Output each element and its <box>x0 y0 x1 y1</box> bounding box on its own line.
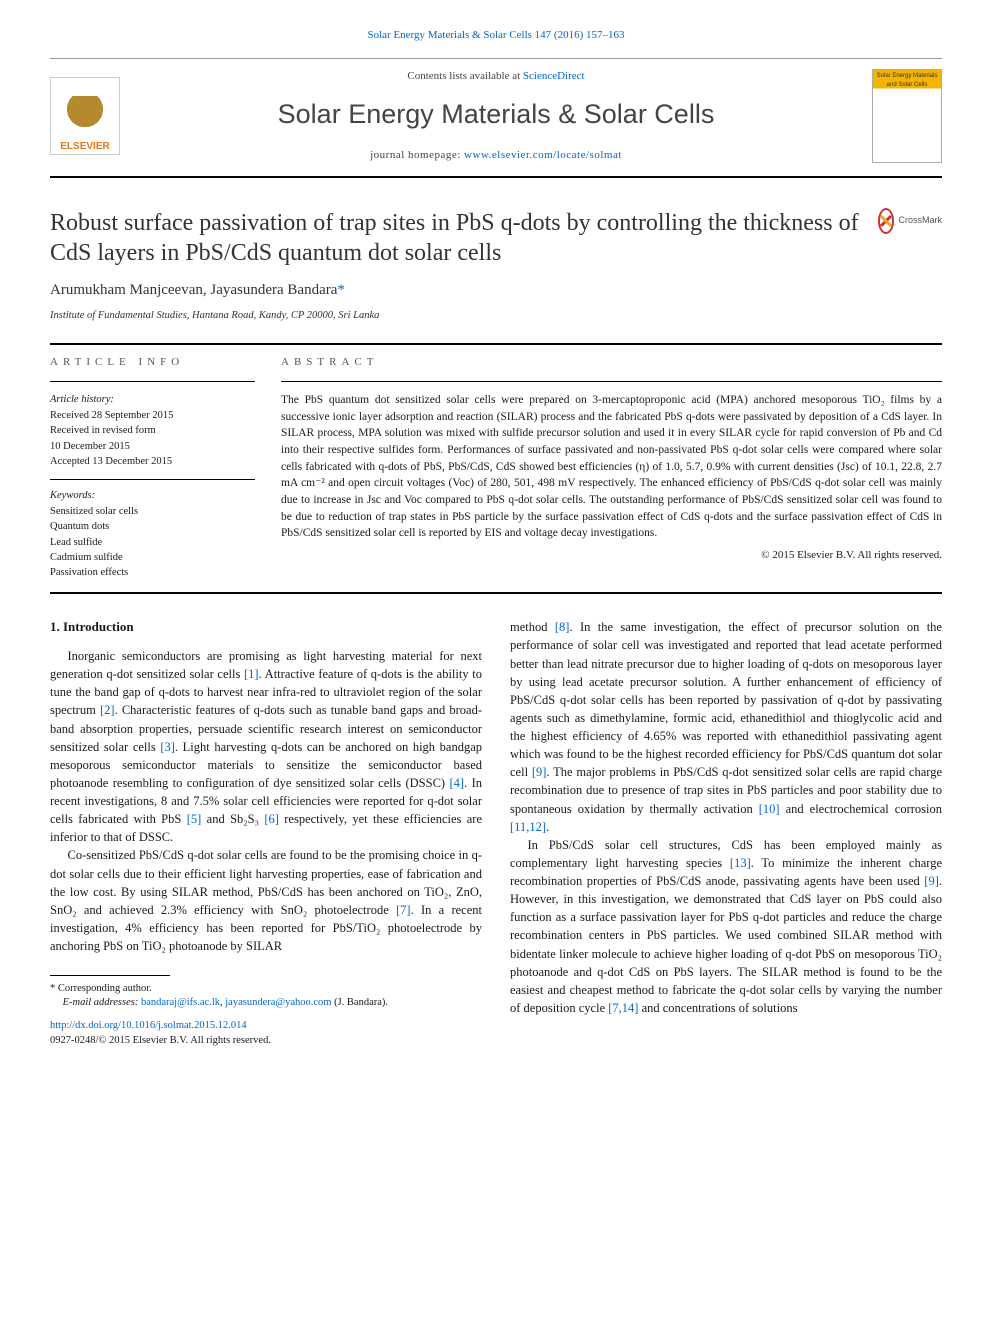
homepage-link[interactable]: www.elsevier.com/locate/solmat <box>464 149 622 161</box>
divider <box>281 381 942 382</box>
issn-copyright: 0927-0248/© 2015 Elsevier B.V. All right… <box>50 1033 482 1048</box>
keyword: Passivation effects <box>50 565 255 580</box>
ref-link[interactable]: [10] <box>759 802 780 816</box>
elsevier-tree-icon <box>65 96 105 140</box>
article-info-heading: ARTICLE INFO <box>50 355 255 371</box>
keyword: Quantum dots <box>50 519 255 534</box>
crossmark-icon <box>878 208 894 234</box>
history-line: Received 28 September 2015 <box>50 408 255 423</box>
body-paragraph: method [8]. In the same investigation, t… <box>510 618 942 836</box>
author-list: Arumukham Manjceevan, Jayasundera Bandar… <box>50 280 942 302</box>
journal-header: ELSEVIER Contents lists available at Sci… <box>50 58 942 178</box>
journal-name: Solar Energy Materials & Solar Cells <box>134 95 858 134</box>
keyword: Cadmium sulfide <box>50 550 255 565</box>
author-email-link[interactable]: bandaraj@ifs.ac.lk <box>141 997 220 1008</box>
footnotes: * Corresponding author. E-mail addresses… <box>50 982 482 1009</box>
cover-text: Solar Energy Materials and Solar Cells <box>877 73 938 88</box>
abstract-heading: ABSTRACT <box>281 355 942 371</box>
header-center: Contents lists available at ScienceDirec… <box>134 69 858 164</box>
ref-link[interactable]: [6] <box>264 812 279 826</box>
elsevier-wordmark: ELSEVIER <box>60 140 109 155</box>
history-label: Article history: <box>50 392 255 407</box>
abstract-text: The PbS quantum dot sensitized solar cel… <box>281 392 942 542</box>
journal-cover-thumbnail: Solar Energy Materials and Solar Cells <box>872 69 942 163</box>
ref-link[interactable]: [1] <box>244 667 259 681</box>
divider <box>50 381 255 382</box>
email-person: (J. Bandara). <box>331 997 388 1008</box>
keywords-label: Keywords: <box>50 488 255 503</box>
article-history: Article history: Received 28 September 2… <box>50 392 255 480</box>
ref-link[interactable]: [3] <box>160 740 175 754</box>
doi-link[interactable]: http://dx.doi.org/10.1016/j.solmat.2015.… <box>50 1020 247 1031</box>
ref-link[interactable]: [11,12] <box>510 820 546 834</box>
contents-line: Contents lists available at ScienceDirec… <box>134 69 858 85</box>
ref-link[interactable]: [9] <box>924 874 939 888</box>
body-paragraph: In PbS/CdS solar cell structures, CdS ha… <box>510 836 942 1017</box>
running-citation: Solar Energy Materials & Solar Cells 147… <box>50 28 942 44</box>
author-names: Arumukham Manjceevan, Jayasundera Bandar… <box>50 282 337 298</box>
article-body: 1. Introduction Inorganic semiconductors… <box>50 618 942 1048</box>
contents-prefix: Contents lists available at <box>407 70 522 82</box>
homepage-line: journal homepage: www.elsevier.com/locat… <box>134 148 858 164</box>
crossmark-label: CrossMark <box>898 214 942 227</box>
ref-link[interactable]: [9] <box>532 765 547 779</box>
ref-link[interactable]: [4] <box>449 776 464 790</box>
author-email-link[interactable]: jayasundera@yahoo.com <box>225 997 331 1008</box>
divider <box>50 592 942 594</box>
citation-link[interactable]: Solar Energy Materials & Solar Cells 147… <box>367 29 624 41</box>
body-paragraph: Inorganic semiconductors are promising a… <box>50 647 482 846</box>
keyword: Lead sulfide <box>50 535 255 550</box>
ref-link[interactable]: [5] <box>187 812 202 826</box>
abstract-column: ABSTRACT The PbS quantum dot sensitized … <box>281 355 942 580</box>
email-footnote: E-mail addresses: bandaraj@ifs.ac.lk, ja… <box>50 996 482 1010</box>
history-line: Received in revised form <box>50 423 255 438</box>
footnote-separator <box>50 975 170 976</box>
ref-link[interactable]: [2] <box>100 703 115 717</box>
sciencedirect-link[interactable]: ScienceDirect <box>523 70 585 82</box>
keyword: Sensitized solar cells <box>50 504 255 519</box>
doi-block: http://dx.doi.org/10.1016/j.solmat.2015.… <box>50 1018 482 1048</box>
ref-link[interactable]: [8] <box>555 620 570 634</box>
article-title: Robust surface passivation of trap sites… <box>50 208 860 268</box>
ref-link[interactable]: [7] <box>396 903 411 917</box>
homepage-prefix: journal homepage: <box>370 149 464 161</box>
history-line: 10 December 2015 <box>50 439 255 454</box>
corresponding-footnote: * Corresponding author. <box>50 982 482 996</box>
ref-link[interactable]: [7,14] <box>608 1001 638 1015</box>
keywords-block: Keywords: Sensitized solar cells Quantum… <box>50 488 255 580</box>
divider <box>50 343 942 345</box>
article-info-column: ARTICLE INFO Article history: Received 2… <box>50 355 255 580</box>
body-paragraph: Co-sensitized PbS/CdS q-dot solar cells … <box>50 846 482 955</box>
history-line: Accepted 13 December 2015 <box>50 454 255 469</box>
ref-link[interactable]: [13] <box>730 856 751 870</box>
corresponding-marker[interactable]: * <box>337 282 345 298</box>
elsevier-logo: ELSEVIER <box>50 77 120 155</box>
crossmark-widget[interactable]: CrossMark <box>878 208 942 234</box>
abstract-copyright: © 2015 Elsevier B.V. All rights reserved… <box>281 548 942 564</box>
email-label: E-mail addresses: <box>63 997 141 1008</box>
section-heading: 1. Introduction <box>50 618 482 637</box>
affiliation: Institute of Fundamental Studies, Hantan… <box>50 308 942 323</box>
